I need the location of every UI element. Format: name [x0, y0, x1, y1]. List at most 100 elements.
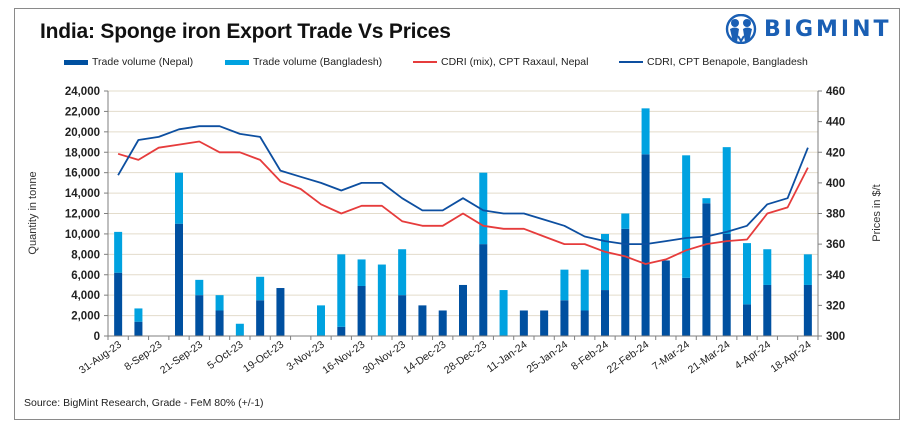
y2-tick-label: 420	[826, 147, 845, 159]
bar-nepal	[175, 223, 183, 336]
bar-bangladesh	[175, 172, 183, 224]
legend-swatch-bangladesh	[225, 59, 249, 65]
y-tick-label: 0	[94, 331, 100, 343]
bar-bangladesh	[722, 147, 731, 234]
y2-tick-label: 320	[826, 300, 845, 312]
bar-nepal	[459, 284, 467, 336]
bar-nepal	[398, 295, 407, 336]
bar-bangladesh	[377, 264, 386, 336]
bar-nepal	[479, 244, 488, 336]
x-tick-label: 30-Nov-23	[361, 339, 408, 377]
x-tick-label: 5-Oct-23	[205, 339, 245, 372]
bigmint-logo: BIGMINT	[724, 14, 892, 44]
line-raxaul	[117, 140, 809, 265]
bar-nepal	[743, 304, 751, 336]
bar-nepal	[540, 310, 549, 336]
bars	[114, 108, 812, 336]
legend-label: CDRI (mix), CPT Raxaul, Nepal	[441, 56, 589, 68]
gridlines	[108, 90, 818, 317]
bar-bangladesh	[317, 305, 325, 336]
bar-nepal	[438, 310, 447, 336]
price-lines	[117, 125, 809, 265]
y-axis-left-ticks: 0 2,000 4,000 6,000 8,000 10,000 12,000 14,000 1…	[65, 86, 108, 343]
bar-nepal	[763, 284, 772, 336]
legend-swatch-benapole	[619, 61, 643, 63]
x-tick-label: 11-Jan-24	[485, 339, 530, 376]
bar-nepal	[357, 285, 366, 336]
bar-nepal	[195, 295, 204, 336]
y2-tick-label: 460	[826, 86, 845, 98]
y-tick-label: 14,000	[65, 188, 100, 200]
x-tick-label: 16-Nov-23	[320, 339, 367, 377]
x-tick-label: 21-Sep-23	[158, 339, 205, 377]
bar-nepal	[256, 300, 265, 336]
bar-bangladesh	[621, 213, 630, 229]
y2-tick-label: 300	[826, 331, 845, 343]
bar-bangladesh	[357, 259, 366, 286]
y-tick-label: 18,000	[65, 147, 100, 159]
y-tick-label: 8,000	[71, 249, 100, 261]
line-benapole	[117, 125, 809, 246]
y-tick-label: 6,000	[71, 270, 100, 282]
bar-nepal	[803, 284, 812, 336]
x-tick-label: 25-Jan-24	[525, 339, 571, 376]
bar-nepal	[661, 260, 670, 336]
x-tick-label: 21-Mar-24	[686, 339, 733, 377]
bar-nepal	[601, 290, 609, 336]
legend-item-raxaul: CDRI (mix), CPT Raxaul, Nepal	[413, 56, 588, 68]
bar-bangladesh	[256, 276, 265, 301]
bar-bangladesh	[580, 269, 589, 311]
x-tick-label: 22-Feb-24	[605, 339, 652, 377]
chart-frame	[14, 8, 900, 420]
bar-bangladesh	[641, 108, 650, 155]
y2-tick-label: 340	[826, 270, 845, 282]
y-tick-label: 2,000	[71, 311, 100, 323]
y2-tick-label: 400	[826, 178, 845, 190]
legend-swatch-raxaul	[413, 61, 437, 63]
x-tick-label: 31-Aug-23	[77, 339, 124, 377]
x-tick-label: 19-Oct-23	[241, 339, 286, 376]
x-tick-label: 28-Dec-23	[442, 339, 489, 377]
bar-nepal	[337, 326, 346, 336]
chart-plot: 0 2,000 4,000 6,000 8,000 10,000 12,000 14,000 1…	[27, 86, 883, 377]
bar-nepal	[682, 277, 691, 336]
legend-label: CDRI, CPT Benapole, Bangladesh	[647, 56, 808, 68]
bar-bangladesh	[702, 198, 711, 204]
y-axis-right-ticks: 300 320 340 360 380 400 420 440 460	[818, 86, 845, 343]
x-tick-label: 18-Apr-24	[768, 339, 813, 376]
bigmint-people-icon	[725, 14, 757, 44]
bar-bangladesh	[195, 279, 204, 296]
bar-bangladesh	[479, 172, 488, 245]
chart-legend: Trade volume (Nepal) Trade volume (Bangl…	[0, 56, 915, 72]
bar-nepal	[641, 154, 650, 336]
bar-nepal	[134, 321, 143, 336]
legend-label: Trade volume (Bangladesh)	[253, 56, 383, 68]
y-tick-label: 4,000	[71, 290, 100, 302]
bar-nepal	[418, 305, 427, 336]
bar-nepal	[621, 228, 630, 336]
legend-item-nepal: Trade volume (Nepal)	[64, 56, 193, 68]
bar-bangladesh	[803, 254, 812, 285]
bar-nepal	[215, 310, 224, 336]
legend-item-benapole: CDRI, CPT Benapole, Bangladesh	[619, 56, 808, 68]
legend-swatch-nepal	[64, 59, 88, 65]
bar-bangladesh	[601, 233, 609, 291]
y2-tick-label: 440	[826, 117, 845, 129]
bar-bangladesh	[763, 249, 772, 285]
bar-bangladesh	[134, 308, 143, 322]
y2-tick-label: 380	[826, 209, 845, 221]
x-tick-label: 4-Apr-24	[733, 339, 773, 372]
y2-tick-label: 360	[826, 239, 845, 251]
x-tick-label: 14-Dec-23	[401, 339, 448, 377]
bar-bangladesh	[398, 249, 407, 296]
y-tick-label: 16,000	[65, 168, 100, 180]
legend-label: Trade volume (Nepal)	[92, 56, 194, 68]
bar-bangladesh	[337, 254, 346, 327]
bar-nepal	[114, 272, 123, 336]
y-tick-label: 22,000	[65, 106, 100, 118]
bar-nepal	[560, 300, 569, 336]
bar-nepal	[580, 310, 589, 336]
bar-bangladesh	[499, 290, 508, 336]
bar-nepal	[519, 310, 528, 336]
